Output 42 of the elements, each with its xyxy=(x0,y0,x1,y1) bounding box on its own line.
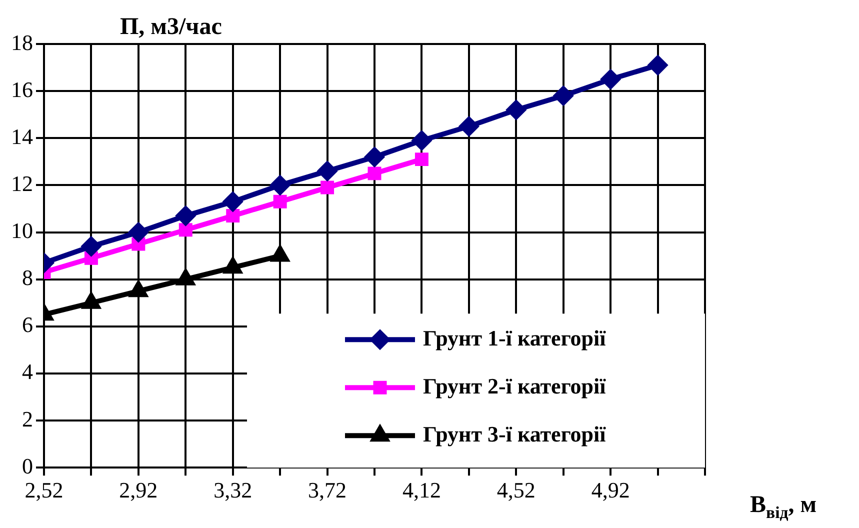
x-tick-label: 3,32 xyxy=(214,478,252,503)
point xyxy=(318,162,337,181)
x-tick-label: 4,92 xyxy=(591,478,630,503)
y-tick-label: 16 xyxy=(11,76,33,102)
point xyxy=(273,194,287,208)
x-tick-label: 2,92 xyxy=(119,478,158,503)
x-tick-label: 4,52 xyxy=(496,478,536,503)
y-tick-label: 8 xyxy=(22,265,33,290)
x-tick-label: 4,12 xyxy=(402,478,441,503)
legend-label: Грунт 1-ї категорії xyxy=(423,325,607,350)
point xyxy=(368,166,382,180)
point xyxy=(459,116,478,136)
point xyxy=(506,100,526,120)
point xyxy=(132,237,146,251)
point xyxy=(82,236,101,256)
y-tick-label: 6 xyxy=(22,312,33,338)
x-tick-label: 2,52 xyxy=(24,478,64,503)
legend-label: Грунт 2-ї категорії xyxy=(423,373,607,398)
y-tick-label: 12 xyxy=(11,170,33,196)
y-tick-label: 2 xyxy=(22,406,33,432)
y-tick-label: 14 xyxy=(11,124,33,149)
point xyxy=(128,222,148,242)
point xyxy=(176,206,196,226)
point xyxy=(226,209,240,223)
point xyxy=(414,152,428,166)
point xyxy=(365,147,384,166)
y-tick-label: 0 xyxy=(22,453,33,478)
point xyxy=(648,56,668,75)
point xyxy=(270,176,290,195)
y-tick-label: 10 xyxy=(11,218,33,244)
point xyxy=(320,180,334,194)
point xyxy=(84,251,98,265)
point xyxy=(178,223,192,237)
x-tick-label: 3,72 xyxy=(308,478,347,503)
point xyxy=(601,70,620,89)
point xyxy=(554,86,573,106)
y-tick-label: 4 xyxy=(22,359,33,384)
y-axis-title: П, м3/час xyxy=(120,14,222,40)
legend-label: Грунт 3-ї категорії xyxy=(423,421,607,446)
point xyxy=(412,130,432,150)
point xyxy=(223,192,242,212)
y-tick-label: 18 xyxy=(11,30,33,55)
